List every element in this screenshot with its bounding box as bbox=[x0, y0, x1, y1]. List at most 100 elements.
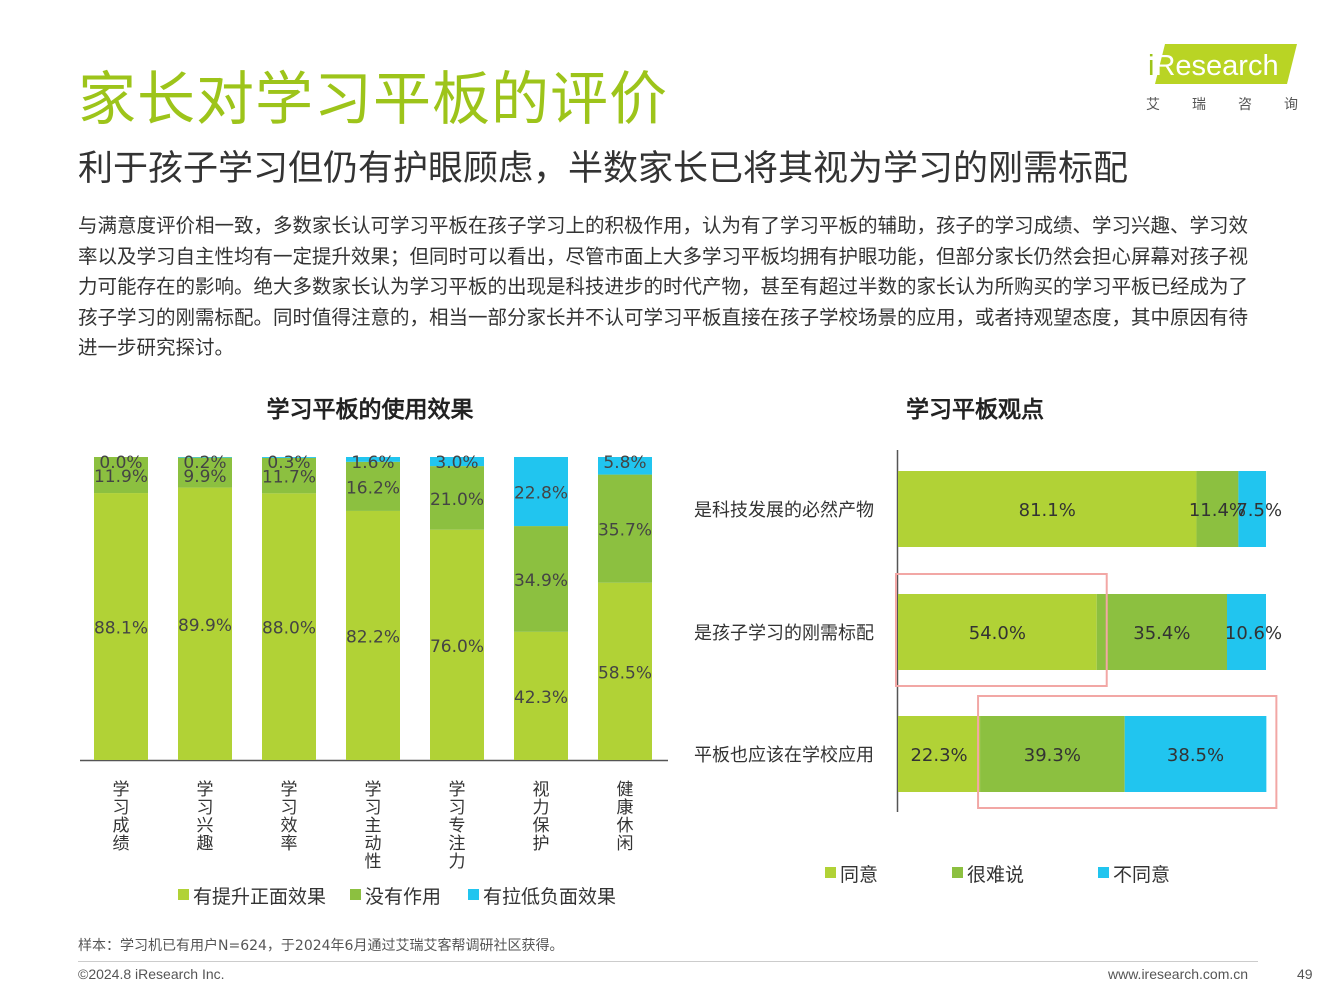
bar-segment bbox=[1096, 594, 1227, 670]
data-label: 89.9% bbox=[178, 616, 232, 636]
data-label: 88.0% bbox=[262, 619, 316, 639]
data-label: 11.9% bbox=[94, 467, 148, 487]
bar-segment bbox=[514, 457, 568, 527]
legend-label-positive: 有提升正面效果 bbox=[193, 886, 327, 908]
category-label-char: 学 bbox=[281, 780, 298, 800]
category-label: 是孩子学习的刚需标配 bbox=[694, 623, 874, 644]
category-label-char: 学 bbox=[365, 780, 382, 800]
logo-cn-char: 艾 bbox=[1146, 97, 1160, 113]
bar-segment bbox=[262, 457, 316, 458]
bar-segment bbox=[346, 461, 400, 511]
category-label-char: 保 bbox=[533, 816, 550, 836]
category-label-char: 视 bbox=[533, 780, 550, 800]
category-label-char: 力 bbox=[533, 798, 550, 818]
data-label: 16.2% bbox=[346, 478, 400, 498]
data-label: 5.8% bbox=[603, 453, 646, 473]
bar-segment bbox=[178, 487, 232, 760]
category-label-char: 休 bbox=[617, 816, 634, 836]
data-label: 1.6% bbox=[351, 453, 394, 473]
iresearch-logo: iResearch 艾 瑞 咨 询 bbox=[1140, 42, 1300, 118]
data-label: 58.5% bbox=[598, 663, 652, 683]
category-label-char: 习 bbox=[449, 798, 466, 818]
bar-segment bbox=[94, 493, 148, 760]
data-label: 88.1% bbox=[94, 619, 148, 639]
bar-segment bbox=[1196, 471, 1239, 547]
bar-segment bbox=[262, 457, 316, 494]
logo-cn-char: 咨 bbox=[1238, 97, 1252, 113]
category-label-char: 康 bbox=[617, 798, 634, 818]
legend-label-neutral: 没有作用 bbox=[365, 886, 442, 908]
page-title: 家长对学习平板的评价 bbox=[78, 65, 669, 133]
data-label: 39.3% bbox=[1024, 745, 1081, 766]
logo-chinese-name: 艾 瑞 咨 询 bbox=[1146, 94, 1298, 114]
page-number: 49 bbox=[1297, 966, 1313, 982]
right-chart-title: 学习平板观点 bbox=[906, 397, 1044, 423]
bar-segment bbox=[94, 457, 148, 494]
data-label: 22.8% bbox=[514, 484, 568, 504]
legend-swatch-neutral bbox=[350, 889, 361, 900]
copyright: ©2024.8 iResearch Inc. bbox=[78, 966, 225, 982]
category-label-char: 效 bbox=[281, 816, 298, 836]
logo-cn-char: 询 bbox=[1284, 97, 1298, 113]
bar-segment bbox=[898, 716, 981, 792]
bar-segment bbox=[514, 526, 568, 632]
category-label-char: 习 bbox=[197, 798, 214, 818]
data-label: 54.0% bbox=[969, 623, 1026, 644]
bar-segment bbox=[898, 471, 1197, 547]
legend-label-disagree: 不同意 bbox=[1113, 864, 1171, 886]
data-label: 7.5% bbox=[1236, 500, 1282, 521]
data-label: 9.9% bbox=[183, 467, 226, 487]
category-label-char: 闲 bbox=[617, 834, 634, 854]
body-paragraph: 与满意度评价相一致，多数家长认可学习平板在孩子学习上的积极作用，认为有了学习平板… bbox=[78, 214, 1249, 359]
category-label-char: 学 bbox=[197, 780, 214, 800]
data-label: 10.6% bbox=[1225, 623, 1282, 644]
category-label-char: 专 bbox=[449, 816, 466, 836]
data-label: 38.5% bbox=[1167, 745, 1224, 766]
data-label: 0.3% bbox=[267, 453, 310, 473]
data-label: 42.3% bbox=[514, 688, 568, 708]
page-subtitle: 利于孩子学习但仍有护眼顾虑，半数家长已将其视为学习的刚需标配 bbox=[78, 149, 1129, 189]
category-label-char: 绩 bbox=[113, 834, 130, 854]
category-label: 平板也应该在学校应用 bbox=[694, 745, 874, 766]
bar-segment bbox=[346, 457, 400, 462]
data-label: 3.0% bbox=[435, 453, 478, 473]
legend-swatch-unsure bbox=[952, 867, 963, 878]
data-label: 35.7% bbox=[598, 521, 652, 541]
category-label-char: 趣 bbox=[197, 834, 214, 854]
legend-swatch-agree bbox=[825, 867, 836, 878]
category-label-char: 动 bbox=[365, 834, 382, 854]
data-label: 81.1% bbox=[1019, 500, 1076, 521]
bar-segment bbox=[514, 631, 568, 760]
bar-segment bbox=[178, 457, 232, 458]
sample-footnote: 样本：学习机已有用户N=624，于2024年6月通过艾瑞艾客帮调研社区获得。 bbox=[78, 938, 564, 954]
data-label: 82.2% bbox=[346, 627, 400, 647]
legend-label-negative: 有拉低负面效果 bbox=[483, 886, 617, 908]
category-label-char: 习 bbox=[365, 798, 382, 818]
category-label-char: 性 bbox=[365, 852, 382, 872]
data-label: 34.9% bbox=[514, 571, 568, 591]
category-label-char: 学 bbox=[113, 780, 130, 800]
bar-segment bbox=[598, 582, 652, 760]
highlight-box bbox=[895, 573, 1108, 687]
legend-label-agree: 同意 bbox=[840, 864, 879, 886]
category-label-char: 学 bbox=[449, 780, 466, 800]
legend-swatch-disagree bbox=[1098, 867, 1109, 878]
footer-divider bbox=[78, 961, 1258, 962]
category-label-char: 主 bbox=[365, 816, 382, 836]
legend-swatch-negative bbox=[468, 889, 479, 900]
highlight-box bbox=[977, 695, 1278, 809]
data-label: 0.0% bbox=[99, 453, 142, 473]
data-label: 11.4% bbox=[1189, 500, 1246, 521]
bar-segment bbox=[1238, 471, 1266, 547]
legend-label-unsure: 很难说 bbox=[967, 864, 1025, 886]
category-label-char: 护 bbox=[533, 834, 550, 854]
website-link[interactable]: www.iresearch.com.cn bbox=[1108, 966, 1249, 982]
bar-segment bbox=[1124, 716, 1267, 792]
category-label-char: 习 bbox=[281, 798, 298, 818]
category-label: 是科技发展的必然产物 bbox=[694, 500, 874, 521]
left-chart-title: 学习平板的使用效果 bbox=[266, 397, 474, 423]
category-label-char: 率 bbox=[281, 834, 298, 854]
bar-segment bbox=[262, 493, 316, 760]
data-label: 0.2% bbox=[183, 453, 226, 473]
bar-segment bbox=[598, 457, 652, 475]
